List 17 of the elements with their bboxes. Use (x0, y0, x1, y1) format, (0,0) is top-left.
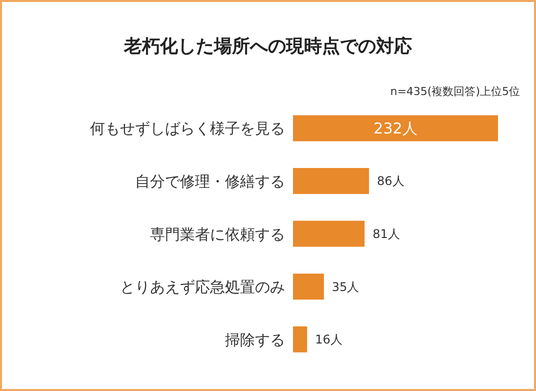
bar (293, 168, 369, 194)
data-label: 16人 (315, 332, 342, 347)
y-tick-label: とりあえず応急処置のみ (120, 278, 285, 296)
data-label: 35人 (332, 280, 360, 294)
bar (293, 220, 365, 247)
y-tick-label: 何もせずしばらく様子を見る (90, 120, 285, 138)
y-tick-label: 専門業者に依頼する (150, 225, 285, 244)
bar (293, 274, 324, 300)
chart-title: 老朽化した場所への現時点での対応 (122, 35, 413, 58)
bar (293, 326, 308, 352)
data-label: 232人 (374, 119, 418, 138)
chart-subtitle: n=435(複数回答)上位5位 (390, 84, 520, 99)
data-label: 86人 (376, 174, 404, 188)
y-tick-label: 自分で修理・修繕する (135, 172, 285, 191)
y-tick-label: 掃除する (225, 330, 285, 349)
data-label: 81人 (372, 227, 400, 241)
bar (293, 115, 498, 142)
